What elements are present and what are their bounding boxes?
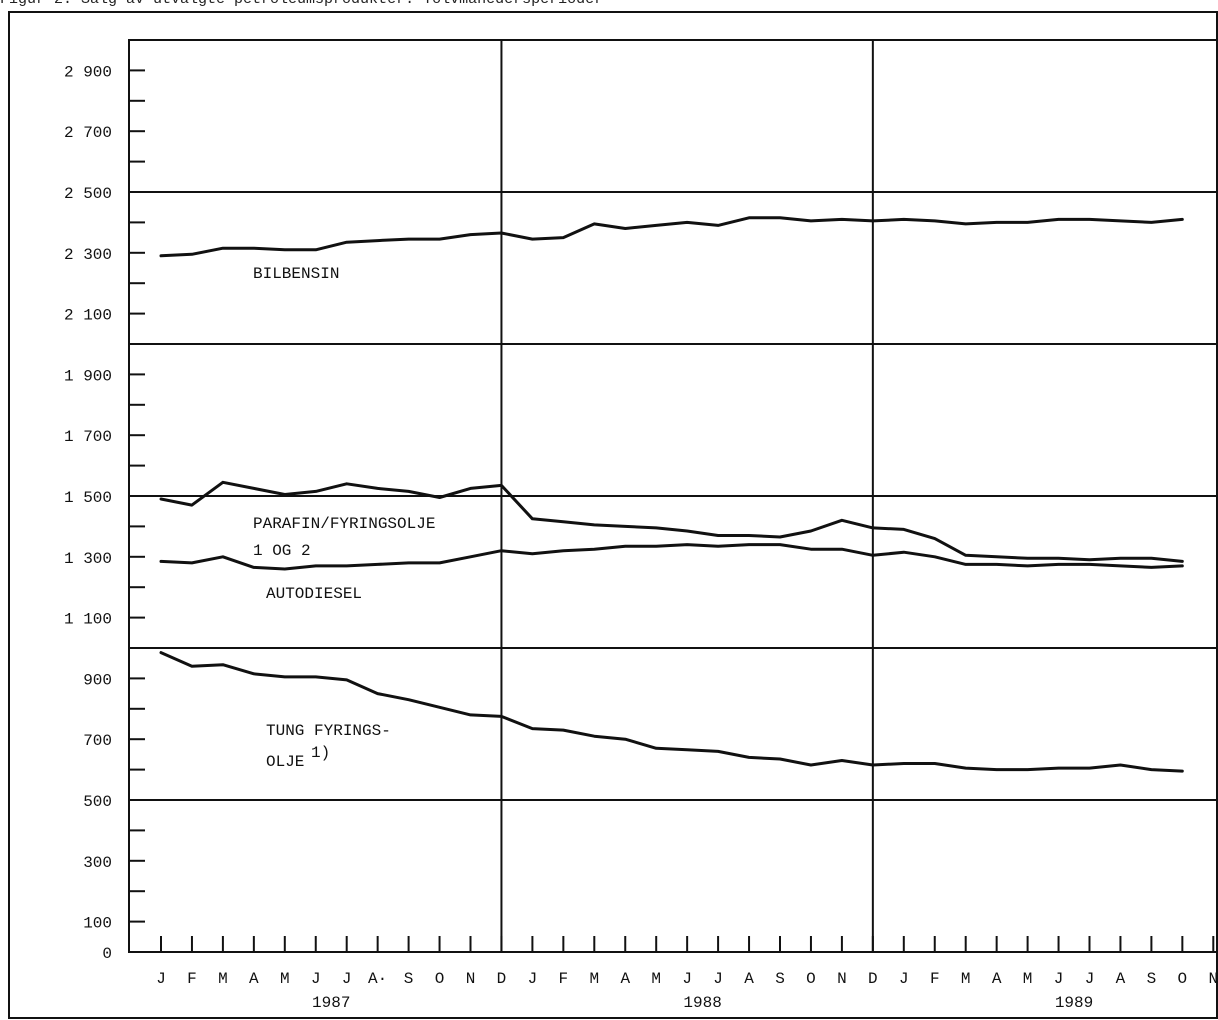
x-month-label: D	[497, 970, 507, 988]
y-tick-label: 1 900	[64, 367, 112, 385]
x-month-label: N	[837, 970, 847, 988]
x-month-label: O	[435, 970, 445, 988]
series-lines	[159, 216, 1184, 773]
y-tick-label: 900	[83, 671, 112, 689]
x-month-label: A	[620, 970, 630, 988]
x-month-label: J	[1054, 970, 1064, 988]
x-month-label: M	[589, 970, 599, 988]
chart-frame	[8, 11, 1218, 1019]
x-month-label: O	[806, 970, 816, 988]
x-month-label: J	[156, 970, 166, 988]
x-month-label: J	[342, 970, 352, 988]
x-month-label: M	[280, 970, 290, 988]
series-labels: BILBENSIN PARAFIN/FYRINGSOLJE 1 OG 2 AUTODI…	[253, 265, 435, 771]
y-tick-label: 0	[102, 945, 112, 963]
y-tick-label: 2 300	[64, 246, 112, 264]
x-month-label: M	[1023, 970, 1033, 988]
x-month-label: F	[930, 970, 940, 988]
x-month-label: F	[187, 970, 197, 988]
x-year-label: 1988	[683, 994, 721, 1012]
x-month-label: J	[311, 970, 321, 988]
x-month-label: J	[1085, 970, 1095, 988]
x-month-label: F	[559, 970, 569, 988]
y-tick-label: 2 700	[64, 124, 112, 142]
y-tick-label: 1 700	[64, 428, 112, 446]
x-month-label: N	[466, 970, 476, 988]
x-month-label: A	[744, 970, 754, 988]
x-month-label: S	[1147, 970, 1157, 988]
x-month-label: M	[651, 970, 661, 988]
y-tick-label: 500	[83, 793, 112, 811]
x-month-label: J	[682, 970, 692, 988]
x-month-label: S	[404, 970, 414, 988]
x-month-label: A	[1116, 970, 1126, 988]
series-label: 1 OG 2	[253, 542, 311, 560]
x-year-label: 1989	[1055, 994, 1093, 1012]
x-month-label: M	[961, 970, 971, 988]
series-line-3	[159, 651, 1184, 773]
x-month-label: M	[218, 970, 228, 988]
series-line-2	[159, 543, 1184, 571]
series-label: TUNG FYRINGS-	[266, 722, 391, 740]
gridlines	[129, 40, 1218, 952]
series-label: 1)	[311, 744, 330, 762]
x-month-label: A	[992, 970, 1002, 988]
figure-caption: Figur 2. Salg av utvalgte petroleumsprod…	[0, 0, 603, 8]
x-month-label: A·	[368, 970, 387, 988]
x-month-label: S	[775, 970, 785, 988]
x-month-label: J	[713, 970, 723, 988]
series-label: BILBENSIN	[253, 265, 339, 283]
y-tick-label: 2 100	[64, 307, 112, 325]
series-label: AUTODIESEL	[266, 585, 362, 603]
series-line-1	[159, 480, 1184, 563]
y-tick-label: 300	[83, 854, 112, 872]
x-month-label: O	[1178, 970, 1188, 988]
y-tick-label: 2 900	[64, 63, 112, 81]
x-month-label: J	[899, 970, 909, 988]
x-month-label: J	[528, 970, 538, 988]
x-month-label: N	[1208, 970, 1218, 988]
y-tick-label: 1 300	[64, 550, 112, 568]
series-label: OLJE	[266, 753, 304, 771]
y-axis: 2 900 2 700 2 500 2 300 2 100 1 900 1 700 1 500…	[64, 63, 145, 963]
y-tick-label: 1 500	[64, 489, 112, 507]
y-tick-label: 2 500	[64, 185, 112, 203]
y-tick-label: 1 100	[64, 611, 112, 629]
x-axis: JFMAMJJA·SONDJFMAMJJASONDJFMAMJJASOND198…	[156, 936, 1218, 1012]
y-tick-label: 100	[83, 915, 112, 933]
series-label: PARAFIN/FYRINGSOLJE	[253, 515, 435, 533]
series-line-0	[159, 216, 1184, 258]
x-month-label: A	[249, 970, 259, 988]
y-tick-label: 700	[83, 732, 112, 750]
x-year-label: 1987	[312, 994, 350, 1012]
x-month-label: D	[868, 970, 878, 988]
